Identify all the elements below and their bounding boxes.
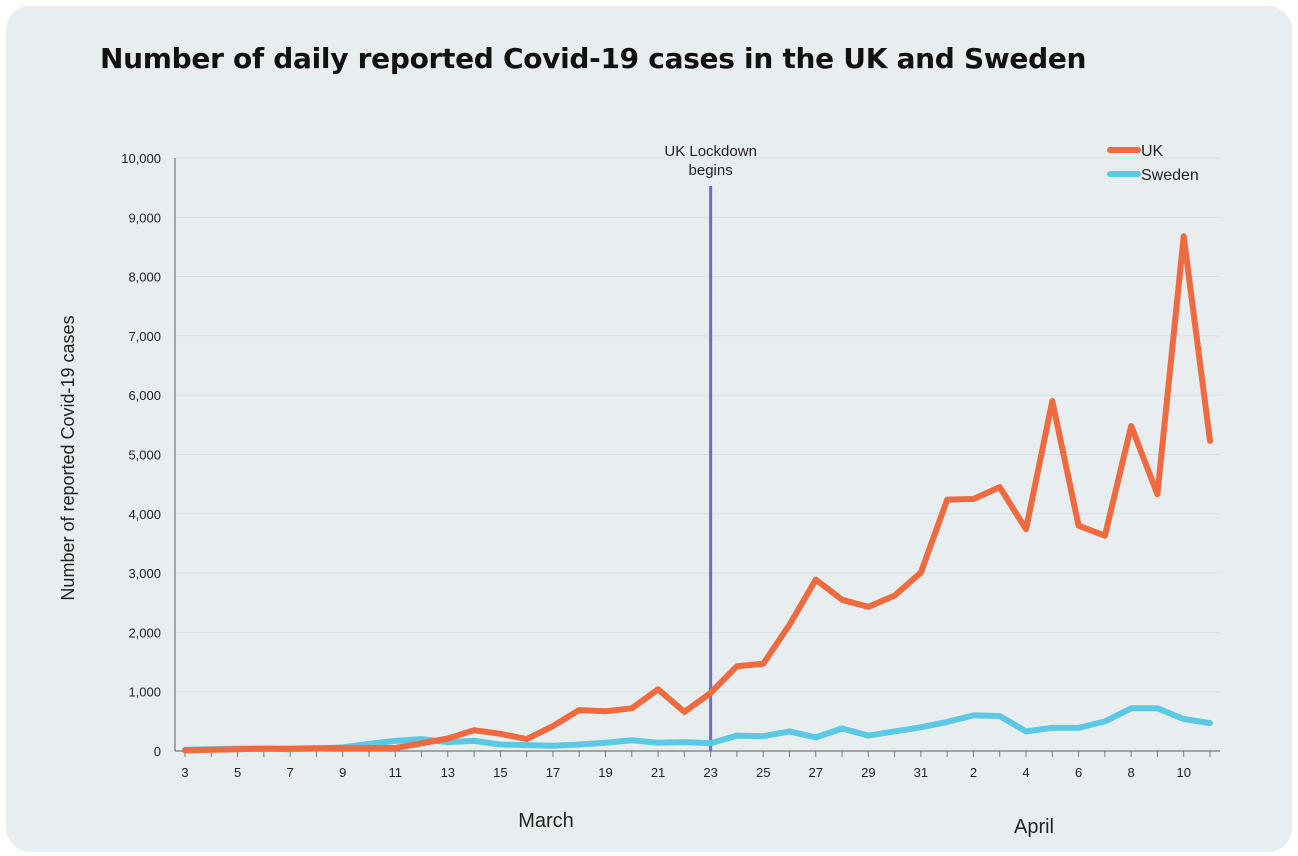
- lockdown-label-line1: UK Lockdown: [664, 143, 757, 160]
- legend-label-uk: UK: [1141, 143, 1164, 160]
- x-tick-label: 19: [598, 765, 612, 780]
- x-tick-label: 8: [1128, 765, 1135, 780]
- x-tick-label: 10: [1176, 765, 1190, 780]
- y-axis: 0 1,000 2,000 3,000 4,000 5,000 6,000 7,000 8,00…: [121, 151, 176, 759]
- x-tick-label: 11: [389, 765, 403, 780]
- y-tick-label: 10,000: [121, 151, 161, 166]
- series-line-uk: [182, 233, 1213, 754]
- x-tick-label: 13: [441, 765, 455, 780]
- series-line-sweden: [182, 705, 1213, 753]
- y-tick-label: 7,000: [128, 329, 161, 344]
- y-tick-label: 9,000: [128, 210, 161, 225]
- lockdown-label-line2: begins: [689, 162, 733, 179]
- x-tick-label: 27: [809, 765, 823, 780]
- y-tick-label: 2,000: [128, 625, 161, 640]
- y-tick-label: 1,000: [128, 685, 161, 700]
- y-tick-label: 0: [154, 744, 161, 759]
- x-tick-label: 21: [651, 765, 665, 780]
- x-tick-label: 5: [234, 765, 241, 780]
- month-label-march: March: [518, 810, 574, 832]
- x-tick-label: 25: [756, 765, 770, 780]
- x-tick-label: 31: [914, 765, 928, 780]
- x-tick-label: 6: [1075, 765, 1082, 780]
- month-label-april: April: [1014, 816, 1054, 838]
- y-tick-label: 6,000: [128, 388, 161, 403]
- x-tick-label: 23: [703, 765, 717, 780]
- x-tick-label: 15: [493, 765, 507, 780]
- x-tick-label: 3: [181, 765, 188, 780]
- legend-label-sweden: Sweden: [1141, 167, 1199, 184]
- x-axis: 3 5 7 9 11 13 15 17 19 21 23 25 27 29 31 2 4 6 8 10: [175, 750, 1220, 780]
- y-tick-label: 8,000: [128, 270, 161, 285]
- x-tick-label: 9: [339, 765, 346, 780]
- y-tick-label: 4,000: [128, 507, 161, 522]
- x-tick-label: 29: [861, 765, 875, 780]
- legend: UK Sweden: [1107, 143, 1199, 184]
- x-tick-label: 17: [546, 765, 560, 780]
- chart-card: [6, 6, 1292, 852]
- x-tick-label: 4: [1022, 765, 1029, 780]
- y-axis-label: Number of reported Covid-19 cases: [58, 315, 78, 600]
- lockdown-annotation: UK Lockdown begins: [664, 143, 757, 751]
- series-lines: [182, 233, 1213, 754]
- grid-lines: [175, 157, 1220, 693]
- x-tick-label: 2: [970, 765, 977, 780]
- x-tick-label: 7: [287, 765, 294, 780]
- chart-title: Number of daily reported Covid-19 cases …: [100, 42, 1087, 75]
- y-tick-label: 5,000: [128, 448, 161, 463]
- y-tick-label: 3,000: [128, 566, 161, 581]
